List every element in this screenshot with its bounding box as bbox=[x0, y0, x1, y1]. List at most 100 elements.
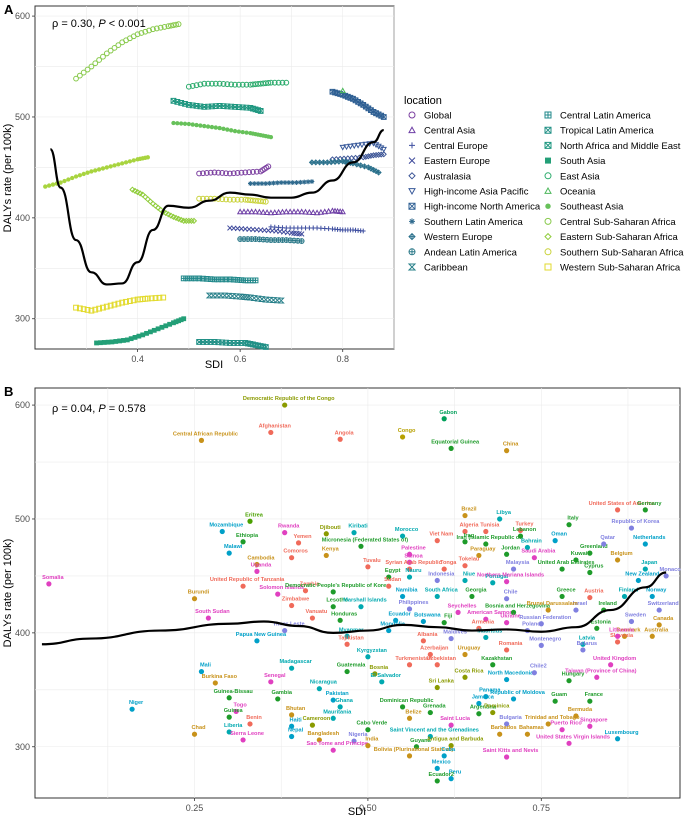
point-saint-kitts-and-nevis bbox=[504, 754, 510, 760]
legend-item-southern-latin-america: Southern Latin America bbox=[424, 217, 523, 228]
point-label-cuba: Cuba bbox=[441, 747, 456, 753]
point-mauritius bbox=[483, 634, 489, 641]
point-ecuador bbox=[393, 617, 399, 623]
point-western-europe bbox=[361, 163, 368, 170]
point-south-asia bbox=[173, 319, 179, 325]
point-central-sub-saharan-africa bbox=[150, 26, 156, 33]
point-viet-nam bbox=[434, 538, 440, 544]
point-global bbox=[215, 169, 222, 176]
point-east-asia bbox=[189, 83, 196, 89]
panel-a-xtick-label: 0.8 bbox=[336, 354, 349, 364]
point-south-asia bbox=[147, 329, 153, 335]
legend-key-high-income-north-america bbox=[408, 202, 416, 210]
panel-a-label: A bbox=[4, 2, 14, 17]
point-label-israel: Israel bbox=[573, 601, 588, 607]
point-tunisia bbox=[483, 528, 489, 535]
point-saudi-arabia bbox=[531, 555, 537, 561]
point-label-chile: Chile bbox=[504, 590, 518, 596]
point-jamaica bbox=[476, 700, 482, 707]
legend-item-western-sub-saharan-africa: Western Sub-Saharan Africa bbox=[560, 263, 681, 274]
point-label-finland: Finland bbox=[619, 587, 639, 593]
point-label-palestine: Palestine bbox=[401, 545, 426, 551]
panel-b-ytick-label: 500 bbox=[15, 514, 30, 524]
point-east-asia bbox=[271, 79, 278, 86]
point-label-morocco: Morocco bbox=[395, 527, 419, 533]
point-central-latin-america bbox=[252, 277, 259, 284]
point-central-asia bbox=[263, 209, 271, 215]
point-central-asia bbox=[236, 208, 244, 215]
point-uganda bbox=[254, 568, 260, 574]
point-antigua-and-barbuda bbox=[448, 743, 454, 749]
point-label-greece: Greece bbox=[557, 587, 576, 593]
point-lithuania bbox=[614, 633, 621, 639]
point-label-denmark: Denmark bbox=[617, 627, 642, 633]
panel-a-plot-area bbox=[34, 5, 395, 350]
point-label-sao-tome-and-principe: Sao Tome and Principe bbox=[306, 741, 367, 747]
point-southern-sub-saharan-africa bbox=[262, 198, 269, 205]
point-niue bbox=[462, 577, 468, 584]
legend-key-south-asia bbox=[545, 157, 551, 164]
point-south-asia bbox=[144, 330, 149, 336]
legend-item-caribbean: Caribbean bbox=[424, 263, 468, 274]
point-label-estonia: Estonia bbox=[591, 619, 612, 625]
point-solomon-islands bbox=[275, 591, 281, 597]
point-southern-sub-saharan-africa bbox=[219, 196, 226, 203]
point-label-oman: Oman bbox=[551, 532, 567, 538]
point-central-sub-saharan-africa bbox=[84, 66, 91, 73]
point-puerto-rico bbox=[559, 727, 565, 733]
point-canada bbox=[656, 622, 662, 628]
panel-b-xtick-label: 0.50 bbox=[359, 803, 377, 813]
point-qatar bbox=[601, 541, 607, 547]
point-american-samoa bbox=[483, 616, 489, 622]
point-label-dominica: Dominica bbox=[484, 704, 510, 710]
point-argentina bbox=[476, 711, 482, 717]
panel-b-xlabel: SDI bbox=[348, 806, 366, 818]
point-label-cameroon: Cameroon bbox=[303, 716, 331, 722]
point-label-chad: Chad bbox=[192, 725, 207, 731]
legend-key-western-sub-saharan-africa bbox=[544, 263, 552, 271]
point-label-central-african-republic: Central African Republic bbox=[173, 431, 238, 437]
point-republic-of-moldova bbox=[510, 696, 517, 702]
point-portugal bbox=[490, 580, 496, 586]
point-haiti bbox=[289, 723, 295, 729]
point-label-solomon-islands: Solomon Islands bbox=[259, 585, 304, 591]
point-caribbean bbox=[250, 295, 258, 301]
point-label-kyrgyzstan: Kyrgyzstan bbox=[357, 648, 388, 654]
point-central-sub-saharan-africa bbox=[170, 22, 177, 29]
point-senegal bbox=[268, 679, 274, 685]
point-eastern-sub-saharan-africa-lower- bbox=[96, 167, 102, 172]
point-label-comoros: Comoros bbox=[283, 549, 308, 555]
point-nigeria bbox=[351, 738, 357, 744]
point-chad bbox=[191, 731, 198, 737]
point-south-asia bbox=[176, 318, 181, 324]
point-south-asia bbox=[178, 317, 184, 323]
point-maldives bbox=[448, 635, 454, 642]
point-central-asia bbox=[248, 208, 255, 215]
point-label-namibia: Namibia bbox=[396, 587, 419, 593]
point-label-viet-nam: Viet Nam bbox=[429, 532, 453, 538]
point-global bbox=[238, 169, 245, 176]
point-southeast-asia bbox=[221, 126, 226, 131]
point-label-kiribati: Kiribati bbox=[348, 524, 368, 530]
point-afghanistan bbox=[268, 429, 274, 436]
point-bangladesh bbox=[316, 737, 322, 743]
point-central-sub-saharan-africa bbox=[153, 25, 160, 32]
point-south-asia bbox=[117, 338, 123, 344]
legend-item-high-income-asia-pacific: High-income Asia Pacific bbox=[424, 187, 529, 198]
point-nauru bbox=[406, 574, 413, 580]
point-label-antigua-and-barbuda: Antigua and Barbuda bbox=[427, 737, 484, 743]
point-label-cambodia: Cambodia bbox=[247, 556, 275, 562]
point-lebanon bbox=[517, 533, 524, 539]
point-bosnia-and-herzegovina bbox=[510, 609, 517, 615]
legend-key-andean-latin-america bbox=[408, 248, 416, 256]
point-bosnia bbox=[372, 671, 378, 677]
point-bahrain bbox=[524, 544, 531, 551]
point-global bbox=[265, 163, 272, 170]
point-south-asia bbox=[121, 338, 126, 343]
panel-b-trend-line bbox=[41, 571, 667, 646]
point-tropical-latin-america bbox=[262, 344, 269, 350]
point-label-paraguay: Paraguay bbox=[470, 546, 496, 552]
point-eastern-europe bbox=[298, 231, 305, 237]
point-sweden bbox=[628, 618, 635, 625]
